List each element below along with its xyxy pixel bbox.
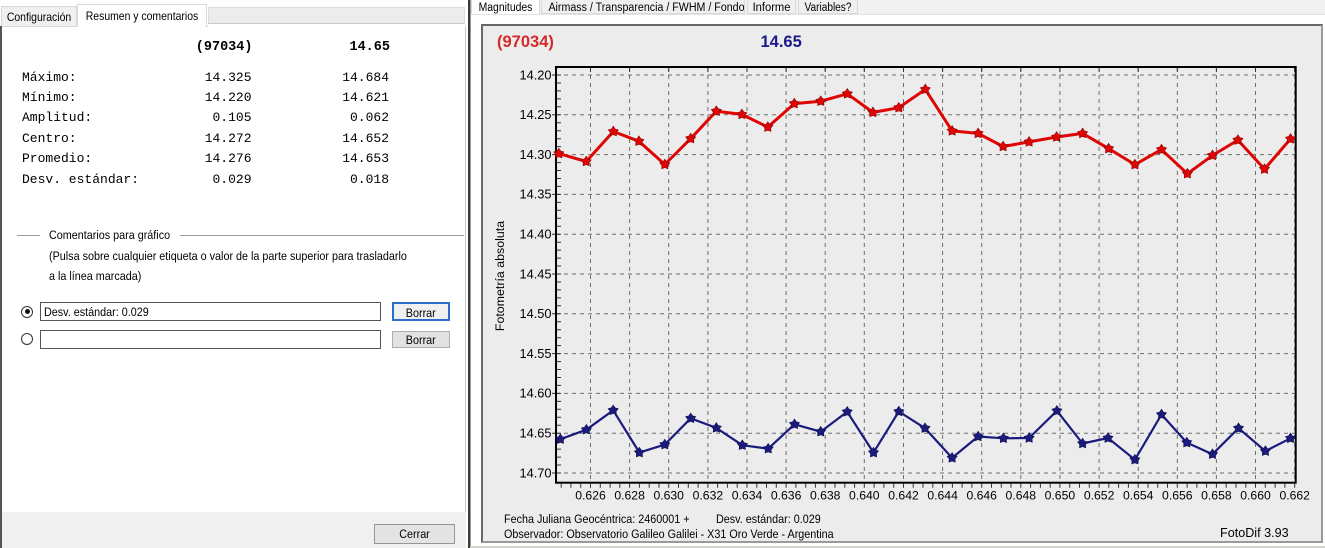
svg-text:0.652: 0.652 bbox=[1084, 489, 1115, 503]
svg-text:14.70: 14.70 bbox=[519, 465, 551, 480]
svg-text:0.656: 0.656 bbox=[1162, 489, 1193, 503]
svg-text:14.65: 14.65 bbox=[519, 426, 551, 441]
svg-text:14.35: 14.35 bbox=[519, 187, 551, 202]
svg-text:0.638: 0.638 bbox=[810, 489, 841, 503]
svg-text:14.60: 14.60 bbox=[519, 386, 551, 401]
svg-text:0.626: 0.626 bbox=[575, 489, 606, 503]
svg-text:0.634: 0.634 bbox=[732, 489, 763, 503]
svg-text:0.644: 0.644 bbox=[927, 489, 958, 503]
svg-text:14.50: 14.50 bbox=[519, 306, 551, 321]
svg-text:0.646: 0.646 bbox=[966, 489, 997, 503]
svg-text:14.25: 14.25 bbox=[519, 107, 551, 122]
svg-text:14.45: 14.45 bbox=[519, 266, 551, 281]
svg-text:0.632: 0.632 bbox=[693, 489, 724, 503]
svg-text:0.636: 0.636 bbox=[771, 489, 802, 503]
svg-text:Fotometría absoluta: Fotometría absoluta bbox=[493, 221, 507, 331]
svg-text:0.654: 0.654 bbox=[1123, 489, 1154, 503]
svg-text:0.648: 0.648 bbox=[1006, 489, 1037, 503]
svg-text:0.630: 0.630 bbox=[653, 489, 684, 503]
svg-text:0.628: 0.628 bbox=[614, 489, 645, 503]
svg-text:0.642: 0.642 bbox=[888, 489, 919, 503]
svg-text:0.650: 0.650 bbox=[1045, 489, 1076, 503]
svg-text:14.40: 14.40 bbox=[519, 227, 551, 242]
svg-text:0.660: 0.660 bbox=[1240, 489, 1271, 503]
svg-text:0.658: 0.658 bbox=[1201, 489, 1232, 503]
svg-text:14.30: 14.30 bbox=[519, 147, 551, 162]
svg-text:14.55: 14.55 bbox=[519, 346, 551, 361]
svg-text:0.640: 0.640 bbox=[849, 489, 880, 503]
svg-text:14.20: 14.20 bbox=[519, 67, 551, 82]
svg-text:0.662: 0.662 bbox=[1279, 489, 1310, 503]
